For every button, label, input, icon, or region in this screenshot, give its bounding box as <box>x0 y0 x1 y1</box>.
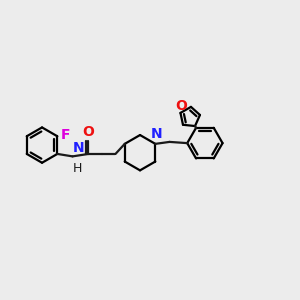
Text: F: F <box>60 128 70 142</box>
Text: N: N <box>151 128 162 141</box>
Text: H: H <box>73 162 82 175</box>
Text: N: N <box>73 141 85 155</box>
Text: O: O <box>82 125 94 139</box>
Text: O: O <box>176 99 187 112</box>
